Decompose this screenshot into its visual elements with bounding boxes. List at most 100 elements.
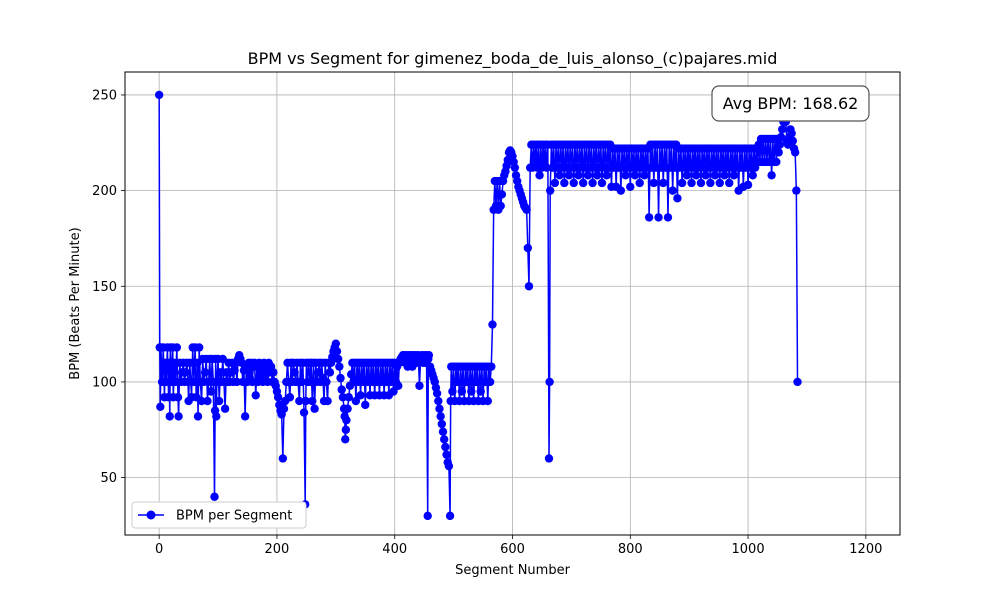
data-point: [356, 391, 365, 400]
data-point: [295, 396, 304, 406]
data-point: [452, 377, 462, 387]
data-point: [483, 396, 492, 406]
data-point: [663, 213, 673, 222]
y-tick-label: 250: [92, 88, 117, 103]
data-point: [195, 343, 204, 352]
x-tick-label: 600: [500, 542, 525, 557]
data-point: [200, 368, 210, 377]
data-point: [342, 416, 351, 425]
data-point: [273, 393, 283, 402]
data-point: [706, 178, 715, 188]
data-point: [341, 425, 351, 434]
data-point: [333, 354, 343, 364]
data-point: [767, 171, 776, 180]
data-point: [471, 377, 481, 387]
data-point: [542, 163, 551, 172]
data-point: [338, 393, 348, 402]
data-point: [193, 412, 203, 421]
data-point: [361, 400, 370, 410]
data-point: [230, 366, 239, 375]
data-point: [278, 454, 288, 463]
data-point: [165, 412, 174, 421]
data-point: [710, 171, 720, 180]
data-point: [488, 320, 497, 329]
data-point: [677, 178, 687, 188]
data-point: [331, 339, 341, 348]
data-point: [297, 377, 306, 387]
data-point: [496, 201, 505, 211]
y-tick-label: 100: [92, 375, 117, 390]
data-point: [189, 377, 199, 387]
data-point: [687, 178, 696, 188]
data-point: [715, 178, 724, 188]
data-point: [325, 368, 335, 377]
data-point: [299, 408, 309, 417]
data-point: [432, 389, 442, 398]
data-point: [346, 370, 356, 379]
data-point: [555, 171, 564, 180]
data-point: [415, 381, 424, 390]
data-point: [602, 171, 611, 180]
data-point: [220, 404, 230, 413]
data-point: [467, 387, 476, 396]
data-point: [389, 387, 398, 396]
data-point: [616, 186, 626, 195]
data-point: [322, 377, 331, 387]
data-point: [439, 435, 449, 444]
data-point: [788, 136, 798, 146]
data-point: [772, 157, 781, 167]
data-point: [305, 377, 315, 387]
data-point: [583, 171, 593, 180]
data-point: [692, 171, 701, 180]
data-point: [216, 368, 225, 377]
data-point: [442, 450, 451, 459]
data-point: [336, 373, 345, 383]
avg-bpm-text: Avg BPM: 168.62: [723, 94, 859, 113]
avg-bpm-box: [711, 85, 870, 122]
data-point: [545, 186, 555, 195]
x-tick-label: 400: [382, 542, 407, 557]
y-axis-title: BPM (Beats Per Minute): [68, 227, 83, 379]
legend-box: [131, 501, 307, 529]
data-point: [240, 412, 250, 421]
data-point: [332, 347, 342, 356]
data-point: [793, 377, 802, 387]
data-point: [445, 511, 455, 521]
data-point: [654, 213, 663, 222]
data-point: [337, 385, 346, 394]
data-point: [154, 90, 164, 100]
series-line: [158, 94, 799, 517]
data-point: [524, 282, 534, 291]
data-point: [564, 171, 574, 180]
data-point: [593, 171, 602, 180]
data-point: [285, 393, 295, 402]
data-point: [351, 396, 361, 406]
data-point: [682, 171, 692, 180]
data-point: [523, 243, 533, 253]
data-point: [269, 368, 278, 377]
avg-bpm-annotation: Avg BPM: 168.62: [711, 85, 870, 122]
data-point: [248, 377, 257, 387]
data-point: [696, 178, 706, 188]
data-point: [640, 171, 649, 180]
data-point: [423, 511, 432, 521]
data-point: [310, 404, 319, 413]
data-point: [560, 178, 569, 188]
data-point: [435, 404, 444, 413]
series-marker-layer: [154, 90, 802, 521]
x-tick-label: 0: [155, 542, 163, 557]
legend: BPM per Segment: [131, 501, 307, 529]
data-point: [720, 171, 729, 180]
legend-label: BPM per Segment: [176, 509, 292, 524]
series-line-layer: [158, 94, 799, 517]
data-point: [197, 396, 206, 406]
data-point: [323, 396, 332, 406]
data-point: [424, 350, 434, 360]
data-point: [206, 387, 216, 396]
data-point: [774, 148, 783, 157]
data-point: [313, 368, 323, 377]
data-point: [588, 178, 597, 188]
data-point: [544, 454, 554, 463]
